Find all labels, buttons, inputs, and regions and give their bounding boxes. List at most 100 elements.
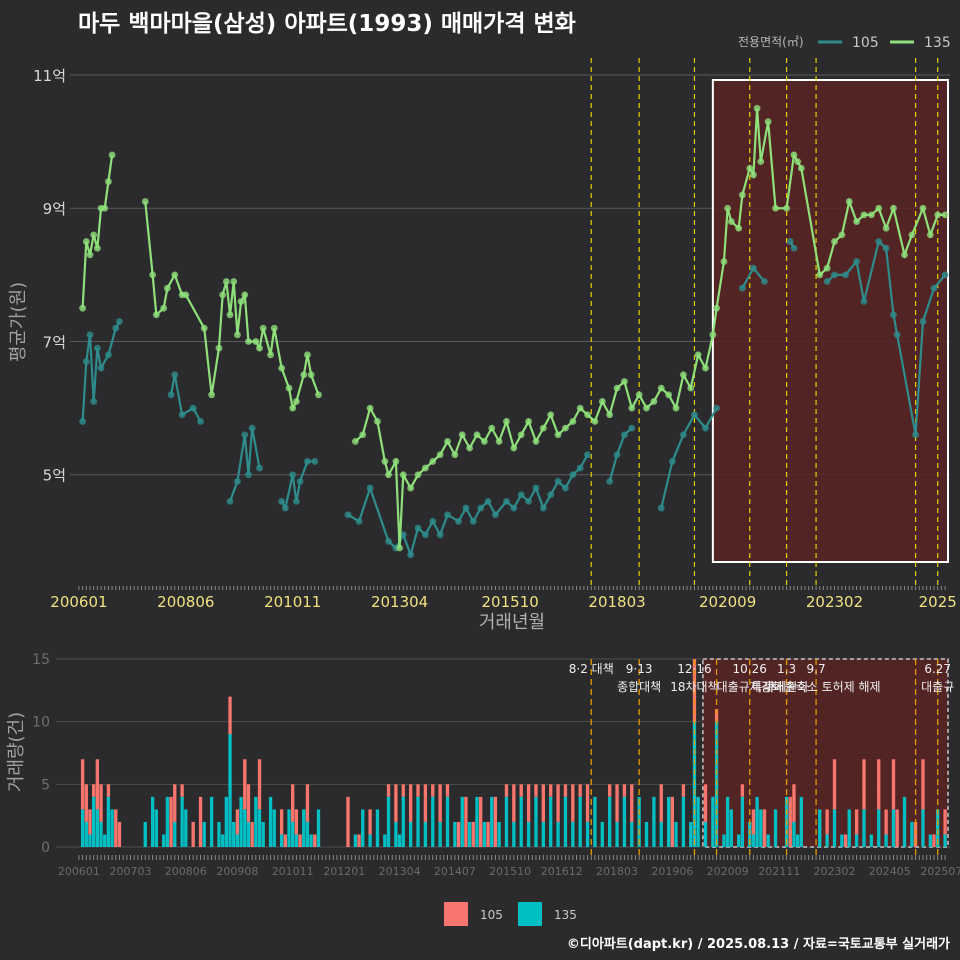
data-point-105 bbox=[234, 478, 241, 485]
x-tick-label: 201407 bbox=[434, 865, 476, 878]
volume-bar-135 bbox=[438, 821, 442, 847]
data-point-105 bbox=[355, 517, 363, 525]
volume-bar-135 bbox=[666, 796, 671, 847]
policy-annotation-label: 종합대책 bbox=[617, 679, 661, 694]
x-tick-label: 200806 bbox=[165, 865, 207, 878]
data-point-135 bbox=[149, 271, 157, 279]
volume-bar-135 bbox=[316, 809, 321, 847]
data-point-105 bbox=[738, 284, 746, 292]
data-point-105 bbox=[256, 464, 263, 472]
volume-bar-135 bbox=[703, 821, 708, 847]
data-point-135 bbox=[823, 264, 831, 272]
data-point-105 bbox=[875, 238, 883, 245]
volume-bar-105 bbox=[608, 784, 612, 797]
volume-bar-135 bbox=[239, 796, 243, 847]
data-point-135 bbox=[407, 484, 415, 492]
data-point-105 bbox=[628, 424, 636, 432]
data-point-105 bbox=[890, 311, 897, 319]
volume-policy-lines: 8·2 대책 9·13 종합대책 12·16 18차대책 10.26 대출규제강화 1.3 규제… bbox=[569, 659, 954, 857]
legend-text-105: 105 bbox=[480, 908, 503, 922]
volume-bar-135 bbox=[423, 821, 428, 847]
volume-bar-135 bbox=[644, 821, 649, 847]
data-point-105 bbox=[484, 497, 492, 505]
data-point-135 bbox=[101, 204, 109, 212]
volume-bar-105 bbox=[563, 784, 568, 797]
x-tick-label: 2025 bbox=[919, 593, 957, 611]
x-tick-label: 201906 bbox=[651, 865, 693, 878]
data-point-105 bbox=[296, 478, 304, 485]
data-point-135 bbox=[105, 178, 112, 185]
data-point-135 bbox=[421, 464, 429, 472]
volume-bar-135 bbox=[737, 834, 741, 847]
volume-bar-105 bbox=[534, 784, 538, 797]
data-point-135 bbox=[292, 398, 300, 405]
data-point-135 bbox=[569, 418, 577, 425]
data-point-135 bbox=[488, 424, 496, 432]
volume-bar-135 bbox=[261, 821, 265, 847]
data-point-105 bbox=[248, 424, 256, 432]
volume-bar-135 bbox=[799, 796, 803, 847]
x-tick-label: 202009 bbox=[699, 593, 756, 611]
data-point-105 bbox=[226, 497, 234, 505]
price-y-ticks: 5억 7억 9억 11억 bbox=[33, 67, 66, 485]
data-point-105 bbox=[606, 478, 614, 485]
data-point-105 bbox=[436, 531, 444, 539]
data-point-135 bbox=[466, 444, 474, 452]
data-point-135 bbox=[241, 291, 249, 299]
volume-bar-135 bbox=[696, 796, 700, 847]
y-tick-label: 5억 bbox=[43, 467, 66, 485]
volume-bar-135 bbox=[854, 834, 859, 847]
data-point-135 bbox=[141, 198, 149, 205]
volume-bar-105 bbox=[471, 821, 475, 847]
volume-bar-135 bbox=[165, 796, 170, 847]
volume-bar-135 bbox=[556, 821, 560, 847]
data-point-135 bbox=[252, 338, 260, 345]
volume-bar-135 bbox=[869, 834, 874, 847]
data-point-135 bbox=[753, 104, 761, 112]
data-point-135 bbox=[757, 158, 765, 166]
data-point-105 bbox=[86, 331, 94, 339]
data-point-105 bbox=[344, 511, 352, 519]
data-point-135 bbox=[687, 384, 695, 392]
volume-bar-105 bbox=[549, 784, 553, 797]
volume-bar-135 bbox=[773, 809, 778, 847]
volume-bar-105 bbox=[246, 784, 251, 822]
x-tick-label: 201011 bbox=[264, 593, 321, 611]
volume-bar-105 bbox=[862, 759, 866, 810]
volume-bar-135 bbox=[825, 834, 829, 847]
volume-bar-135 bbox=[689, 821, 693, 847]
series-line-105 bbox=[229, 427, 261, 502]
data-point-105 bbox=[713, 404, 720, 412]
data-point-105 bbox=[82, 358, 90, 365]
volume-bar-135 bbox=[80, 809, 85, 847]
data-point-135 bbox=[510, 444, 518, 452]
volume-bar-105 bbox=[88, 809, 92, 835]
volume-bar-135 bbox=[818, 809, 822, 847]
volume-bar-105 bbox=[257, 759, 262, 810]
data-point-135 bbox=[429, 458, 437, 465]
data-point-135 bbox=[285, 384, 293, 392]
volume-bar-105 bbox=[493, 796, 498, 847]
volume-bar-105 bbox=[313, 834, 317, 847]
data-point-135 bbox=[495, 438, 503, 445]
data-point-135 bbox=[182, 291, 190, 299]
volume-bar-135 bbox=[659, 821, 663, 847]
data-point-135 bbox=[764, 118, 772, 126]
data-point-135 bbox=[794, 158, 802, 166]
volume-bar-135 bbox=[375, 809, 380, 847]
data-point-105 bbox=[455, 517, 462, 525]
volume-bar-135 bbox=[368, 834, 372, 847]
data-point-105 bbox=[576, 464, 584, 472]
volume-bar-135 bbox=[832, 809, 837, 847]
x-tick-label: 202405 bbox=[869, 865, 911, 878]
data-point-135 bbox=[539, 424, 547, 432]
data-point-105 bbox=[613, 451, 621, 459]
volume-bar-135 bbox=[302, 809, 306, 847]
volume-legend: 105 135 bbox=[444, 902, 577, 926]
legend-box-105 bbox=[444, 902, 468, 926]
data-point-105 bbox=[241, 431, 249, 439]
volume-bar-105 bbox=[943, 809, 947, 835]
data-point-105 bbox=[882, 244, 890, 252]
data-point-135 bbox=[359, 431, 367, 439]
data-point-135 bbox=[304, 351, 311, 359]
